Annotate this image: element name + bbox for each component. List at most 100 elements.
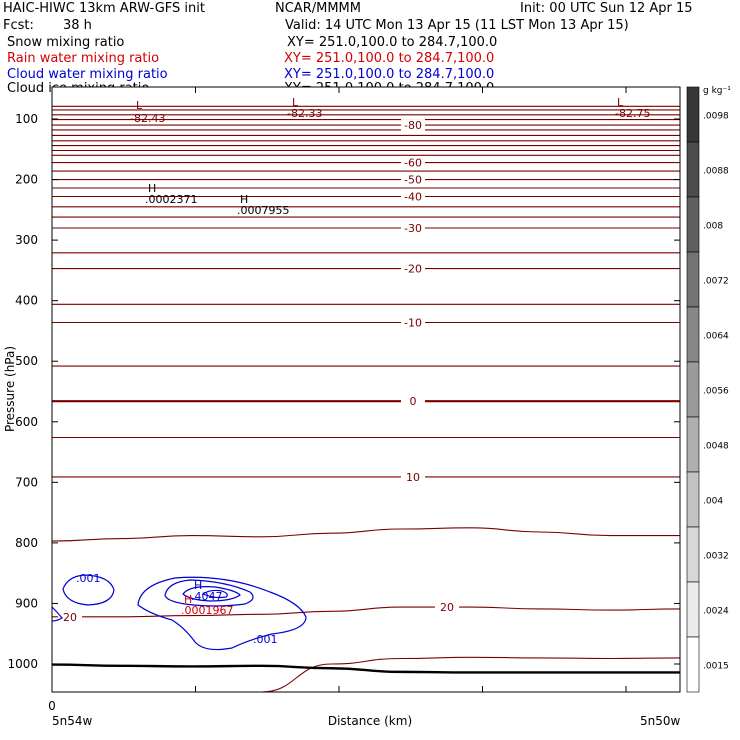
colorbar-label: .0072: [703, 277, 729, 287]
legend-snow-xy: XY= 251.0,100.0 to 284.7,100.0: [287, 35, 498, 50]
colorbar-segment: [686, 141, 700, 198]
colorbar-label: .0098: [703, 112, 729, 122]
temperature-contour-label: 0: [410, 395, 417, 408]
colorbar-segment: [686, 416, 700, 473]
contour-label-bg: [401, 262, 425, 275]
colorbar: .0098 .0088 .008 .0072 .0064 .0056 .0048 .004 .0…: [686, 86, 729, 693]
plot-frame: [51, 86, 681, 693]
legend-rain-xy: XY= 251.0,100.0 to 284.7,100.0: [284, 51, 495, 66]
plot-background: [52, 87, 680, 692]
snow-max-marker: H: [240, 193, 248, 206]
plot-border: [51, 86, 681, 693]
colorbar-segment: [686, 636, 700, 693]
temperature-contour-labels: -80 -60 -50 -40 -30 -20 -10 0 10 20 20: [58, 119, 459, 624]
temp-min-marker: L: [292, 96, 299, 109]
y-tick-label: 100: [15, 112, 38, 126]
y-tick-label: 900: [15, 596, 38, 610]
contour-label-bg: [401, 395, 425, 408]
temp-min-value: -82.33: [287, 107, 322, 120]
colorbar-label: .0015: [703, 662, 729, 672]
temperature-contour-label: 20: [63, 611, 77, 624]
cloud-water-contour: [137, 576, 307, 651]
x-axis-title: Distance (km): [328, 714, 412, 728]
colorbar-segment: [686, 471, 700, 528]
colorbar-segment: [686, 581, 700, 638]
colorbar-segment: [686, 526, 700, 583]
temperature-contours: [51, 105, 681, 693]
legend-cloud-water: Cloud water mixing ratio: [7, 67, 168, 82]
cloud-water-label: .001: [253, 633, 278, 646]
cloud-water-contour: [201, 589, 228, 599]
contour-label-bg: [435, 601, 459, 614]
x-endpoint-right: 5n50w: [640, 714, 681, 728]
temperature-contour-label: -80: [404, 119, 422, 132]
contour-label-bg: [401, 156, 425, 169]
x-tick-label: 0: [48, 699, 56, 713]
temperature-contour-label: 10: [406, 471, 420, 484]
cloud-water-contour: [51, 606, 63, 622]
legend-snow: Snow mixing ratio: [7, 35, 125, 50]
contour-label-bg: [401, 222, 425, 234]
fcst-value: 38 h: [63, 18, 92, 33]
cloud-water-contours: [51, 574, 307, 651]
colorbar-label: .0088: [703, 167, 729, 177]
colorbar-segment: [686, 306, 700, 363]
y-tick-label: 1000: [7, 657, 38, 671]
rain-max-marker: H: [184, 593, 192, 606]
temp-min-value: -82.43: [130, 112, 165, 125]
axis-titles: Distance (km) Pressure (hPa) 5n54w 5n50w: [3, 346, 681, 728]
cloud-water-max-value: .4047: [191, 590, 223, 603]
temperature-contour-label: 20: [440, 601, 454, 614]
colorbar-label: .0032: [703, 552, 729, 562]
terrain-surface: [51, 663, 680, 674]
contour-label-bg: [58, 610, 82, 623]
legend-rain: Rain water mixing ratio: [7, 51, 160, 66]
colorbar-label: .008: [703, 222, 723, 232]
snow-max-value: .0007955: [237, 204, 290, 217]
annotations: .001 .001 H .4047 H .0001967 H .0002371 …: [76, 96, 650, 646]
colorbar-unit: g kg⁻¹: [703, 86, 731, 96]
temp-min-marker: L: [617, 96, 624, 109]
cloud-water-contour: [182, 586, 241, 602]
temperature-contour-label: -20: [404, 263, 422, 276]
temperature-contour-label: -10: [404, 316, 422, 329]
y-tick-label: 400: [15, 294, 38, 308]
colorbar-label: .0064: [703, 332, 729, 342]
temperature-contour-label: -60: [404, 157, 422, 170]
colorbar-label: .0056: [703, 387, 729, 397]
y-tick-label: 800: [15, 536, 38, 550]
y-tick-label: 300: [15, 233, 38, 247]
contour-label-bg: [401, 119, 425, 132]
y-tick-label: 500: [15, 354, 38, 368]
contour-label-bg: [401, 470, 425, 483]
colorbar-segment: [686, 361, 700, 418]
colorbar-segment: [686, 251, 700, 308]
terrain-line: [51, 663, 680, 674]
colorbar-segment: [686, 196, 700, 253]
contour-label-bg: [401, 316, 425, 329]
contour-label-bg: [401, 173, 425, 186]
org-label: NCAR/MMMM: [275, 1, 361, 16]
temperature-contour-label: -50: [404, 174, 422, 187]
model-title: HAIC-HIWC 13km ARW-GFS init: [3, 1, 205, 16]
temperature-contour: [51, 527, 680, 542]
cloud-water-label: .001: [76, 572, 101, 585]
snow-max-value: .0002371: [145, 193, 198, 206]
cloud-water-contour: [164, 579, 254, 607]
cloud-water-contour: [62, 574, 115, 606]
temperature-contour-label: -40: [404, 191, 422, 204]
contour-label-bg: [401, 190, 425, 203]
cloud-water-max-marker: H: [194, 579, 202, 592]
colorbar-label: .0048: [703, 442, 729, 452]
valid-time: Valid: 14 UTC Mon 13 Apr 15 (11 LST Mon …: [285, 18, 629, 33]
x-endpoint-left: 5n54w: [52, 714, 93, 728]
colorbar-label: .0024: [703, 607, 729, 617]
init-time: Init: 00 UTC Sun 12 Apr 15: [520, 1, 693, 16]
legend-cloud-water-xy: XY= 251.0,100.0 to 284.7,100.0: [284, 67, 495, 82]
y-tick-label: 600: [15, 415, 38, 429]
rain-max-value: .0001967: [181, 604, 234, 617]
temperature-contour-label: -30: [404, 222, 422, 235]
temp-min-marker: L: [136, 99, 143, 112]
temperature-contour: [52, 606, 681, 618]
colorbar-label: .004: [703, 497, 723, 507]
